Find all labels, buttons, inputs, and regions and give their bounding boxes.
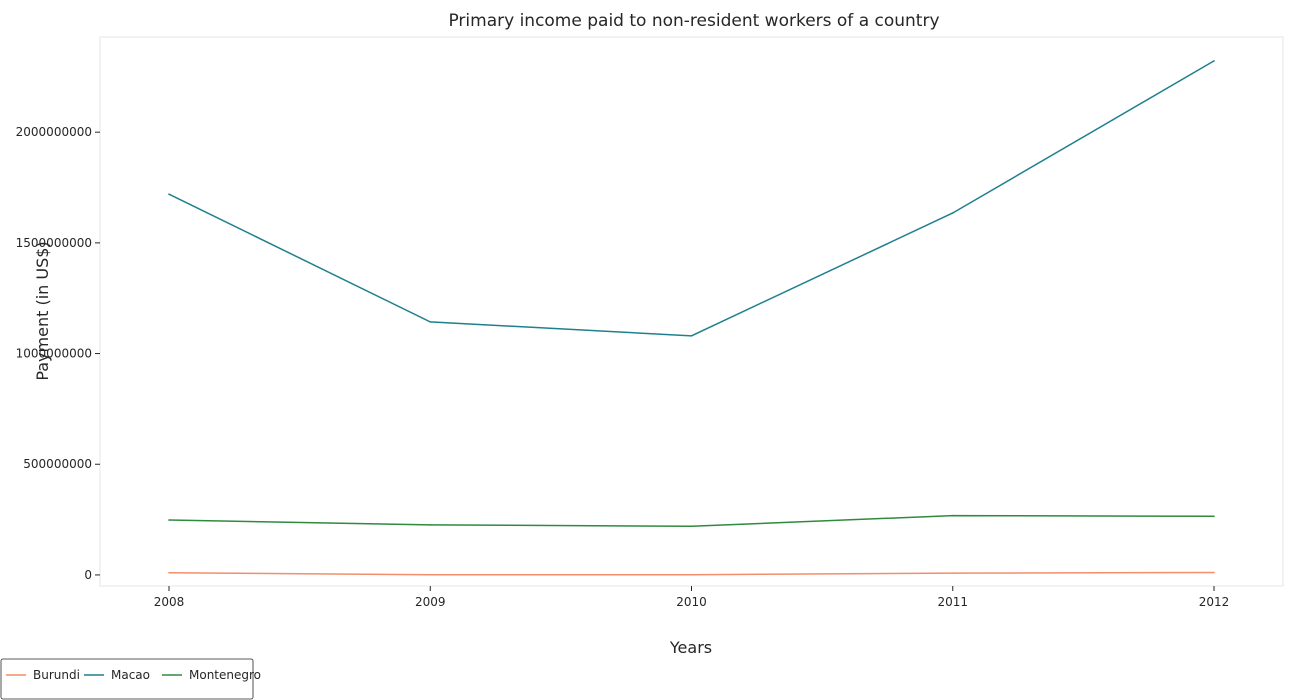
x-tick-label: 2012 <box>1199 595 1230 609</box>
data-point-montenegro <box>951 514 954 517</box>
x-tick-label: 2009 <box>415 595 446 609</box>
legend-label: Burundi <box>33 668 80 682</box>
x-axis: 2008 2009 2010 2011 2012 <box>154 586 1230 609</box>
y-axis-title: Payment (in US$) <box>33 241 52 380</box>
legend-box <box>0 658 254 700</box>
y-axis: 0 500000000 1000000000 1500000000 2000000000 <box>16 125 100 582</box>
legend: Burundi Macao Montenegro <box>0 658 261 700</box>
y-tick-label: 0 <box>84 568 92 582</box>
data-point-montenegro <box>168 519 170 521</box>
data-point-burundi <box>429 573 432 576</box>
plot-area <box>99 36 1284 587</box>
data-point-macao <box>1213 60 1215 62</box>
x-tick-label: 2011 <box>937 595 968 609</box>
data-point-macao <box>168 193 170 195</box>
y-tick-label: 1000000000 <box>16 347 92 361</box>
legend-label: Montenegro <box>189 668 261 682</box>
y-tick-label: 2000000000 <box>16 125 92 139</box>
data-point-macao <box>690 335 693 337</box>
y-tick-label: 500000000 <box>23 457 92 471</box>
data-point-macao <box>951 212 954 214</box>
series-layer <box>168 60 1215 576</box>
y-tick-label: 1500000000 <box>16 236 92 250</box>
data-point-burundi <box>690 573 693 576</box>
data-point-burundi <box>168 571 170 574</box>
data-point-burundi <box>1213 571 1215 574</box>
legend-label: Macao <box>111 668 150 682</box>
x-axis-title: Years <box>669 638 712 657</box>
data-point-montenegro <box>690 525 693 528</box>
chart-title: Primary income paid to non-resident work… <box>448 11 939 31</box>
x-tick-label: 2010 <box>676 595 707 609</box>
data-point-burundi <box>951 572 954 574</box>
data-point-macao <box>429 321 432 323</box>
data-point-montenegro <box>1213 515 1215 518</box>
data-point-montenegro <box>429 524 432 526</box>
x-tick-label: 2008 <box>154 595 185 609</box>
